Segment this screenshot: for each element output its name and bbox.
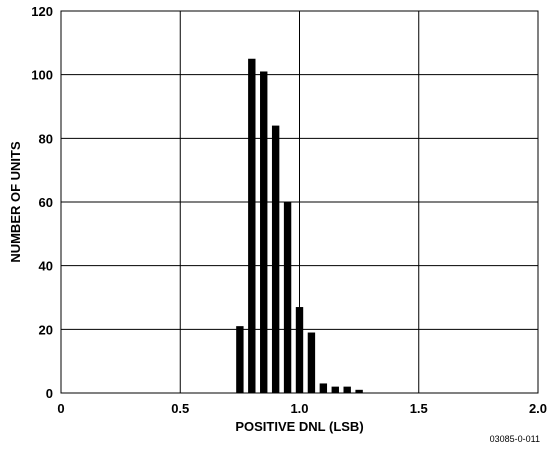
x-tick-label: 2.0 xyxy=(529,401,547,416)
y-axis-ticks: 0 20 40 60 80 100 120 xyxy=(31,4,53,401)
histogram-bar xyxy=(319,383,328,393)
x-tick-label: 0 xyxy=(57,401,64,416)
histogram-bar xyxy=(331,386,339,393)
y-tick-label: 40 xyxy=(39,259,53,274)
x-axis-ticks: 0 0.5 1.0 1.5 2.0 xyxy=(57,401,547,416)
x-tick-label: 1.5 xyxy=(410,401,428,416)
bars xyxy=(236,58,363,393)
plot-frame xyxy=(60,10,539,394)
histogram-bar xyxy=(271,125,280,393)
x-axis-label: POSITIVE DNL (LSB) xyxy=(235,419,363,434)
histogram-bar xyxy=(236,326,244,393)
histogram-bar xyxy=(343,386,351,393)
histogram-bar xyxy=(283,202,292,393)
histogram-bar xyxy=(260,71,268,393)
y-tick-label: 20 xyxy=(39,322,53,337)
figure-id: 03085-0-011 xyxy=(490,434,540,444)
y-tick-label: 100 xyxy=(31,68,53,83)
y-axis-label: NUMBER OF UNITS xyxy=(8,141,23,263)
x-tick-label: 1.0 xyxy=(290,401,308,416)
y-tick-label: 0 xyxy=(46,386,53,401)
y-tick-label: 60 xyxy=(39,195,53,210)
histogram-bar xyxy=(295,307,304,393)
histogram-bar xyxy=(307,332,316,393)
histogram-bar xyxy=(355,389,363,393)
y-tick-label: 120 xyxy=(31,4,53,19)
x-tick-label: 0.5 xyxy=(171,401,189,416)
y-tick-label: 80 xyxy=(39,131,53,146)
histogram-bar xyxy=(248,58,256,393)
